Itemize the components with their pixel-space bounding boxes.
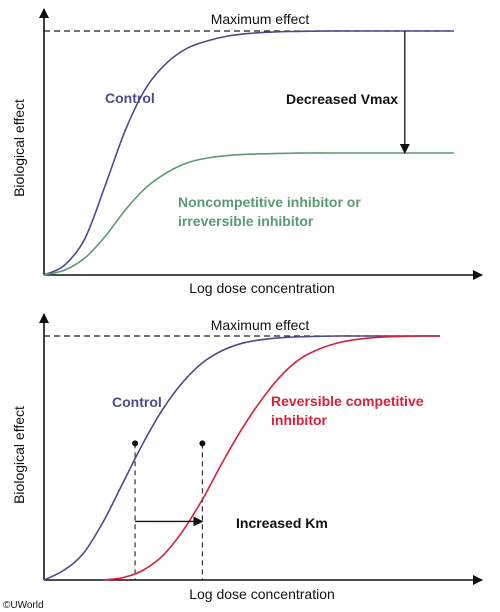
bottom-competitive-label: Reversible competitive inhibitor (271, 393, 427, 428)
bottom-increased-km-label: Increased Km (236, 515, 328, 531)
bottom-chart: Maximum effect Control Reversible compet… (11, 313, 483, 602)
top-y-axis-title: Biological effect (11, 99, 27, 197)
bottom-marked-point-1 (199, 440, 206, 447)
top-series-control-line (43, 30, 454, 276)
top-noncompetitive-label: Noncompetitive inhibitor or irreversible… (178, 194, 365, 229)
top-chart-marks (39, 8, 483, 280)
top-chart: Maximum effect Control Decreased Vmax No… (11, 8, 483, 296)
top-x-axis-title: Log dose concentration (189, 280, 335, 296)
bottom-competitive-label-line1: Reversible competitive (271, 393, 424, 409)
top-noncompetitive-label-line2: irreversible inhibitor (178, 213, 314, 229)
bottom-max-effect-label: Maximum effect (211, 317, 310, 333)
bottom-x-axis-title: Log dose concentration (189, 586, 335, 602)
top-series-noncompetitive-line (43, 152, 454, 276)
top-decreased-vmax-label: Decreased Vmax (286, 91, 398, 107)
bottom-y-axis-title: Biological effect (11, 406, 27, 504)
bottom-marked-point-0 (132, 440, 139, 447)
bottom-series-control-line (43, 335, 440, 581)
bottom-control-label: Control (112, 394, 162, 410)
copyright-text: ©UWorld (3, 600, 44, 611)
bottom-series-competitive-line (103, 335, 441, 581)
top-max-effect-label: Maximum effect (211, 11, 310, 27)
bottom-competitive-label-line2: inhibitor (271, 412, 328, 428)
top-noncompetitive-label-line1: Noncompetitive inhibitor or (178, 194, 361, 210)
top-control-label: Control (105, 90, 155, 106)
bottom-chart-marks (39, 313, 483, 585)
